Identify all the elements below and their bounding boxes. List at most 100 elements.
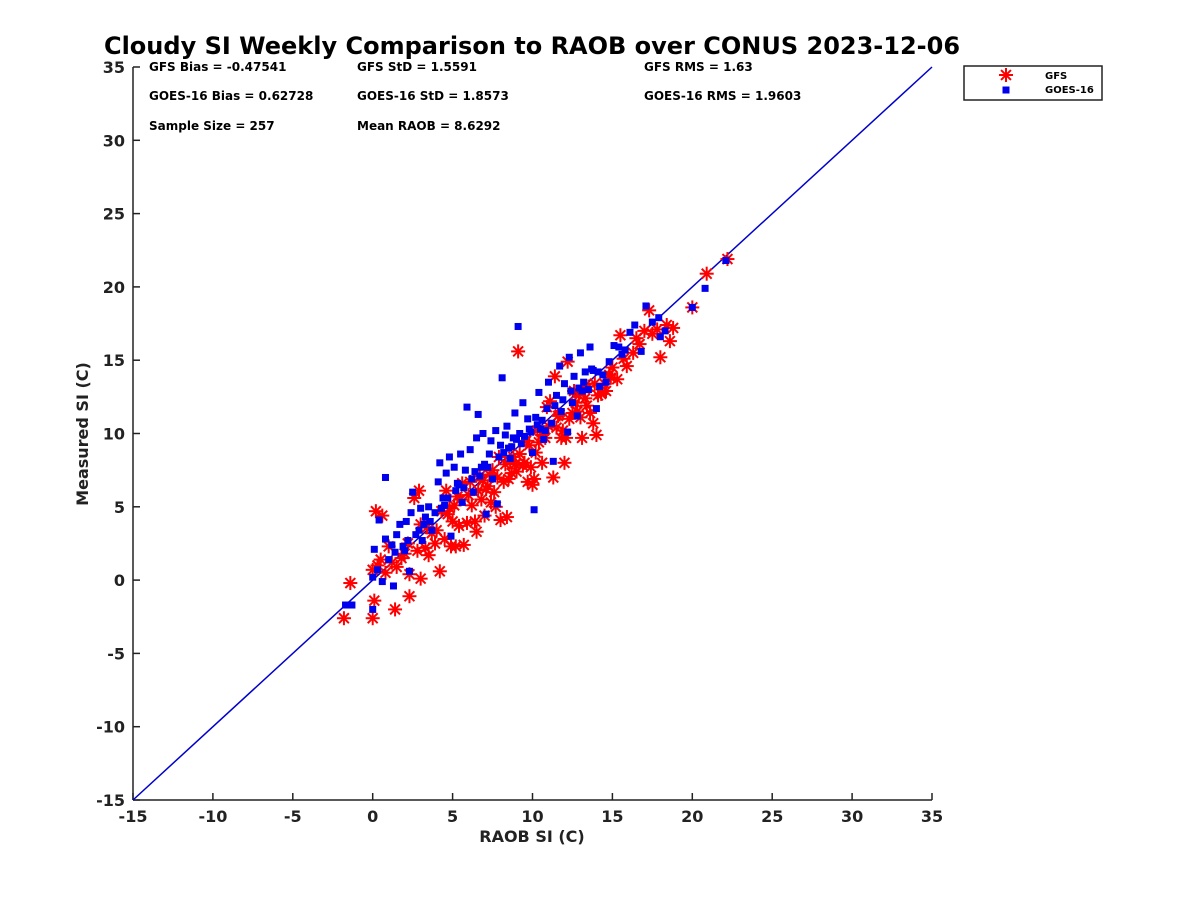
gfs-point	[579, 398, 594, 413]
gfs-point	[388, 602, 403, 617]
legend: GFS GOES-16	[963, 65, 1103, 101]
goes-16-point	[409, 488, 417, 496]
x-axis-label: RAOB SI (C)	[479, 827, 584, 846]
goes-16-point	[501, 431, 509, 439]
stat-goes-std: GOES-16 StD = 1.8573	[357, 89, 509, 103]
goes-16-point	[487, 437, 495, 445]
goes-16-point	[580, 378, 588, 386]
gfs-point	[421, 548, 436, 563]
goes-16-point	[516, 430, 524, 437]
gfs-point	[467, 514, 482, 529]
legend-gfs-label: GFS	[1045, 71, 1067, 82]
goes-16-point	[428, 526, 436, 534]
goes-16-point	[599, 371, 607, 379]
goes-16-point	[418, 537, 426, 545]
goes-16-point	[648, 318, 656, 326]
gfs-point	[527, 471, 542, 486]
goes-16-point	[564, 428, 572, 436]
goes-16-point	[533, 421, 541, 429]
goes-16-point	[506, 454, 514, 462]
goes-16-point	[373, 566, 381, 574]
goes-16-point	[524, 415, 532, 423]
x-axis-ticks: -15 -10 -5 0 5 10 15 20 25 30 35	[119, 793, 943, 826]
y-tick-label: 5	[114, 498, 125, 517]
goes-16-point	[552, 391, 560, 399]
legend-gfs-marker	[999, 68, 1013, 82]
goes-16-point	[586, 343, 594, 351]
stat-goes-rms: GOES-16 RMS = 1.9603	[644, 89, 801, 103]
goes-16-point	[517, 440, 525, 448]
gfs-point	[586, 416, 601, 431]
x-tick-label: 20	[681, 807, 703, 826]
goes-16-point	[527, 428, 535, 436]
goes-16-series	[342, 257, 730, 613]
goes-16-point	[445, 453, 453, 461]
y-tick-label: 10	[103, 425, 125, 444]
y-axis-label: Measured SI (C)	[73, 362, 92, 506]
goes-16-point	[381, 535, 389, 543]
goes-16-point	[447, 532, 455, 540]
goes-16-point	[495, 453, 503, 461]
goes-16-point	[450, 463, 458, 471]
y-tick-label: 20	[103, 278, 125, 297]
goes-16-point	[514, 322, 522, 330]
gfs-point	[613, 328, 628, 343]
goes-16-point	[348, 601, 356, 609]
gfs-series	[336, 252, 735, 626]
chart-title: Cloudy SI Weekly Comparison to RAOB over…	[104, 32, 960, 60]
goes-16-point	[535, 388, 543, 396]
y-tick-label: -10	[96, 718, 125, 737]
goes-16-point	[485, 450, 493, 458]
goes-16-point	[479, 430, 487, 437]
stat-goes-bias: GOES-16 Bias = 0.62728	[149, 89, 313, 103]
goes-16-point	[493, 500, 501, 508]
y-tick-label: 35	[103, 58, 125, 77]
y-tick-label: -5	[107, 644, 125, 663]
goes-16-point	[560, 380, 568, 388]
gfs-point	[662, 334, 677, 349]
stat-mean-raob: Mean RAOB = 8.6292	[357, 119, 501, 133]
goes-16-point	[439, 494, 447, 502]
goes-16-point	[642, 302, 650, 310]
stat-sample-size: Sample Size = 257	[149, 119, 275, 133]
goes-16-point	[412, 531, 420, 539]
goes-16-point	[529, 449, 536, 457]
goes-16-point	[471, 468, 479, 476]
legend-goes-16-symbol	[1002, 86, 1010, 94]
goes-16-point	[431, 509, 439, 517]
goes-16-point	[458, 498, 466, 506]
gfs-point	[439, 483, 454, 498]
x-tick-label: 25	[761, 807, 783, 826]
goes-16-point	[442, 469, 450, 477]
gfs-point	[547, 369, 562, 384]
x-tick-label: 15	[601, 807, 623, 826]
y-tick-label: -15	[96, 791, 125, 810]
goes-16-point	[461, 466, 469, 474]
gfs-point	[413, 571, 428, 586]
goes-16-point	[405, 567, 413, 575]
gfs-point	[629, 331, 644, 346]
goes-16-point	[381, 473, 389, 481]
goes-16-point	[455, 481, 463, 489]
goes-16-point	[508, 443, 516, 451]
goes-16-point	[575, 384, 583, 392]
gfs-point	[589, 427, 604, 442]
goes-16-point	[500, 449, 508, 457]
goes-16-point	[426, 517, 434, 525]
goes-16-point	[540, 435, 548, 443]
goes-16-point	[437, 504, 445, 512]
goes-16-point	[602, 378, 610, 386]
goes-16-point	[656, 333, 664, 341]
goes-16-point	[521, 432, 529, 440]
goes-16-point	[481, 460, 489, 468]
goes-16-point	[468, 475, 476, 483]
goes-16-point	[592, 405, 600, 413]
goes-16-point	[473, 434, 481, 442]
goes-16-point	[369, 605, 377, 613]
gfs-point	[699, 266, 714, 281]
x-tick-label: 0	[367, 807, 378, 826]
goes-16-point	[538, 416, 546, 424]
goes-16-point	[452, 487, 460, 495]
gfs-point	[599, 383, 614, 398]
